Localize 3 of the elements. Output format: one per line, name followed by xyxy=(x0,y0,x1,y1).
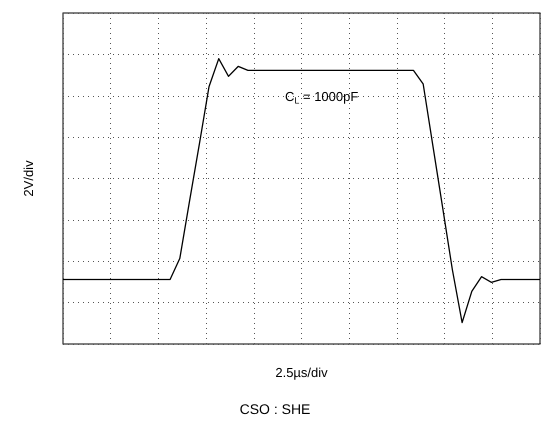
x-axis-title: 2.5µs/div xyxy=(275,365,328,380)
text: CSO : SHE xyxy=(240,401,310,417)
y-axis-title: 2V/div xyxy=(21,160,36,197)
